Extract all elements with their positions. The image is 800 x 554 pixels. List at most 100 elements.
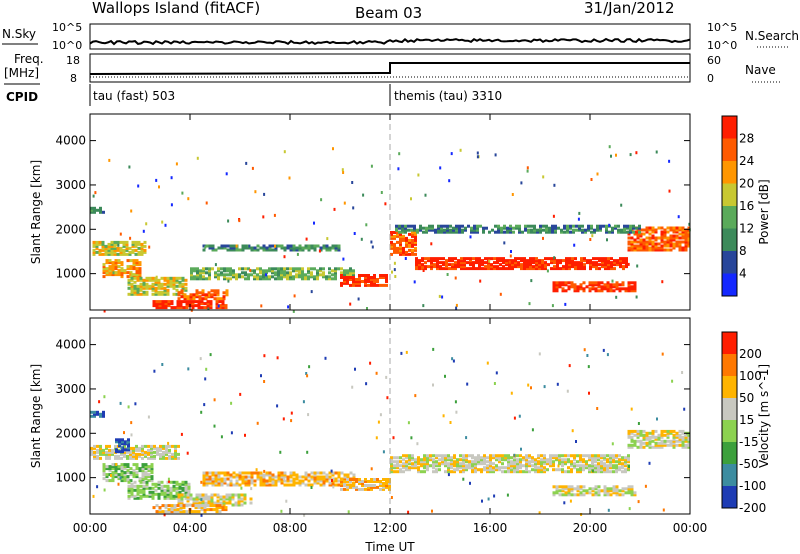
range-cell	[259, 269, 262, 273]
range-cell	[178, 280, 182, 284]
range-cell	[405, 252, 408, 256]
range-cell	[418, 263, 421, 267]
range-cell	[93, 412, 96, 416]
range-cell	[298, 244, 302, 248]
range-cell	[163, 490, 167, 494]
range-cell	[441, 456, 444, 460]
range-cell	[135, 444, 138, 448]
range-cell	[483, 462, 486, 466]
speckle	[397, 167, 400, 171]
range-cell	[151, 278, 155, 282]
range-cell	[207, 501, 211, 505]
speckle	[416, 442, 419, 446]
range-cell	[487, 267, 490, 271]
range-cell	[168, 448, 171, 452]
range-cell	[145, 494, 149, 498]
range-cell	[561, 485, 565, 489]
range-cell	[464, 228, 467, 232]
range-cell	[229, 244, 233, 248]
range-cell	[448, 257, 451, 261]
range-cell	[229, 481, 233, 485]
speckle	[511, 193, 514, 196]
range-cell	[666, 236, 670, 240]
range-cell	[138, 261, 142, 265]
range-cell	[250, 248, 254, 252]
range-cell	[241, 479, 245, 483]
range-cell	[111, 463, 115, 467]
range-cell	[128, 252, 132, 256]
speckle	[466, 382, 469, 386]
range-cell	[585, 285, 589, 289]
range-cell	[620, 228, 623, 232]
range-cell	[440, 224, 443, 228]
range-cell	[681, 445, 685, 449]
range-cell	[176, 300, 180, 304]
range-cell	[127, 486, 131, 490]
range-cell	[600, 464, 603, 468]
range-cell	[456, 464, 459, 468]
range-cell	[615, 283, 619, 287]
range-cell	[292, 479, 296, 483]
range-cell	[463, 267, 466, 271]
colorbar-swatch	[722, 376, 737, 398]
range-cell	[514, 263, 517, 267]
range-cell	[286, 483, 290, 487]
range-cell	[150, 475, 154, 479]
range-cell	[194, 510, 198, 514]
range-cell	[463, 261, 466, 265]
range-cell	[151, 276, 155, 280]
range-cell	[430, 263, 433, 267]
range-cell	[633, 240, 637, 244]
range-cell	[555, 285, 559, 289]
range-cell	[513, 468, 516, 472]
range-cell	[164, 504, 168, 508]
range-cell	[235, 475, 239, 479]
range-cell	[203, 504, 207, 508]
range-cell	[191, 300, 195, 304]
range-cell	[218, 506, 222, 510]
range-cell	[145, 278, 149, 282]
scatter-band	[390, 454, 630, 474]
range-cell	[98, 250, 102, 254]
range-cell	[157, 292, 161, 296]
range-cell	[349, 267, 352, 271]
range-cell	[545, 230, 548, 234]
range-cell	[405, 250, 408, 254]
range-cell	[244, 477, 248, 481]
range-cell	[573, 493, 577, 497]
range-cell	[210, 293, 214, 297]
range-cell	[175, 490, 179, 494]
range-cell	[96, 454, 99, 458]
range-cell	[247, 267, 250, 271]
range-cell	[325, 475, 329, 479]
range-cell	[597, 454, 600, 458]
range-cell	[195, 497, 199, 501]
range-cell	[552, 289, 556, 293]
range-cell	[510, 460, 513, 464]
range-cell	[280, 277, 283, 281]
range-cell	[468, 454, 471, 458]
range-cell	[410, 224, 413, 228]
range-cell	[399, 248, 402, 252]
range-cell	[343, 278, 346, 281]
range-cell	[205, 483, 209, 487]
range-cell	[603, 287, 607, 291]
range-cell	[579, 456, 582, 460]
range-cell	[120, 456, 123, 460]
range-cell	[567, 485, 571, 489]
range-cell	[414, 458, 417, 462]
range-cell	[654, 238, 658, 242]
range-cell	[537, 454, 540, 458]
range-cell	[518, 226, 521, 230]
range-cell	[340, 281, 343, 285]
range-cell	[241, 267, 244, 271]
range-cell	[675, 236, 679, 240]
range-cell	[535, 261, 538, 265]
range-cell	[418, 265, 421, 269]
range-cell	[370, 278, 373, 281]
range-cell	[376, 485, 379, 489]
speckle	[318, 249, 321, 253]
range-cell	[451, 267, 454, 271]
range-cell	[580, 267, 583, 271]
range-cell	[301, 248, 305, 252]
